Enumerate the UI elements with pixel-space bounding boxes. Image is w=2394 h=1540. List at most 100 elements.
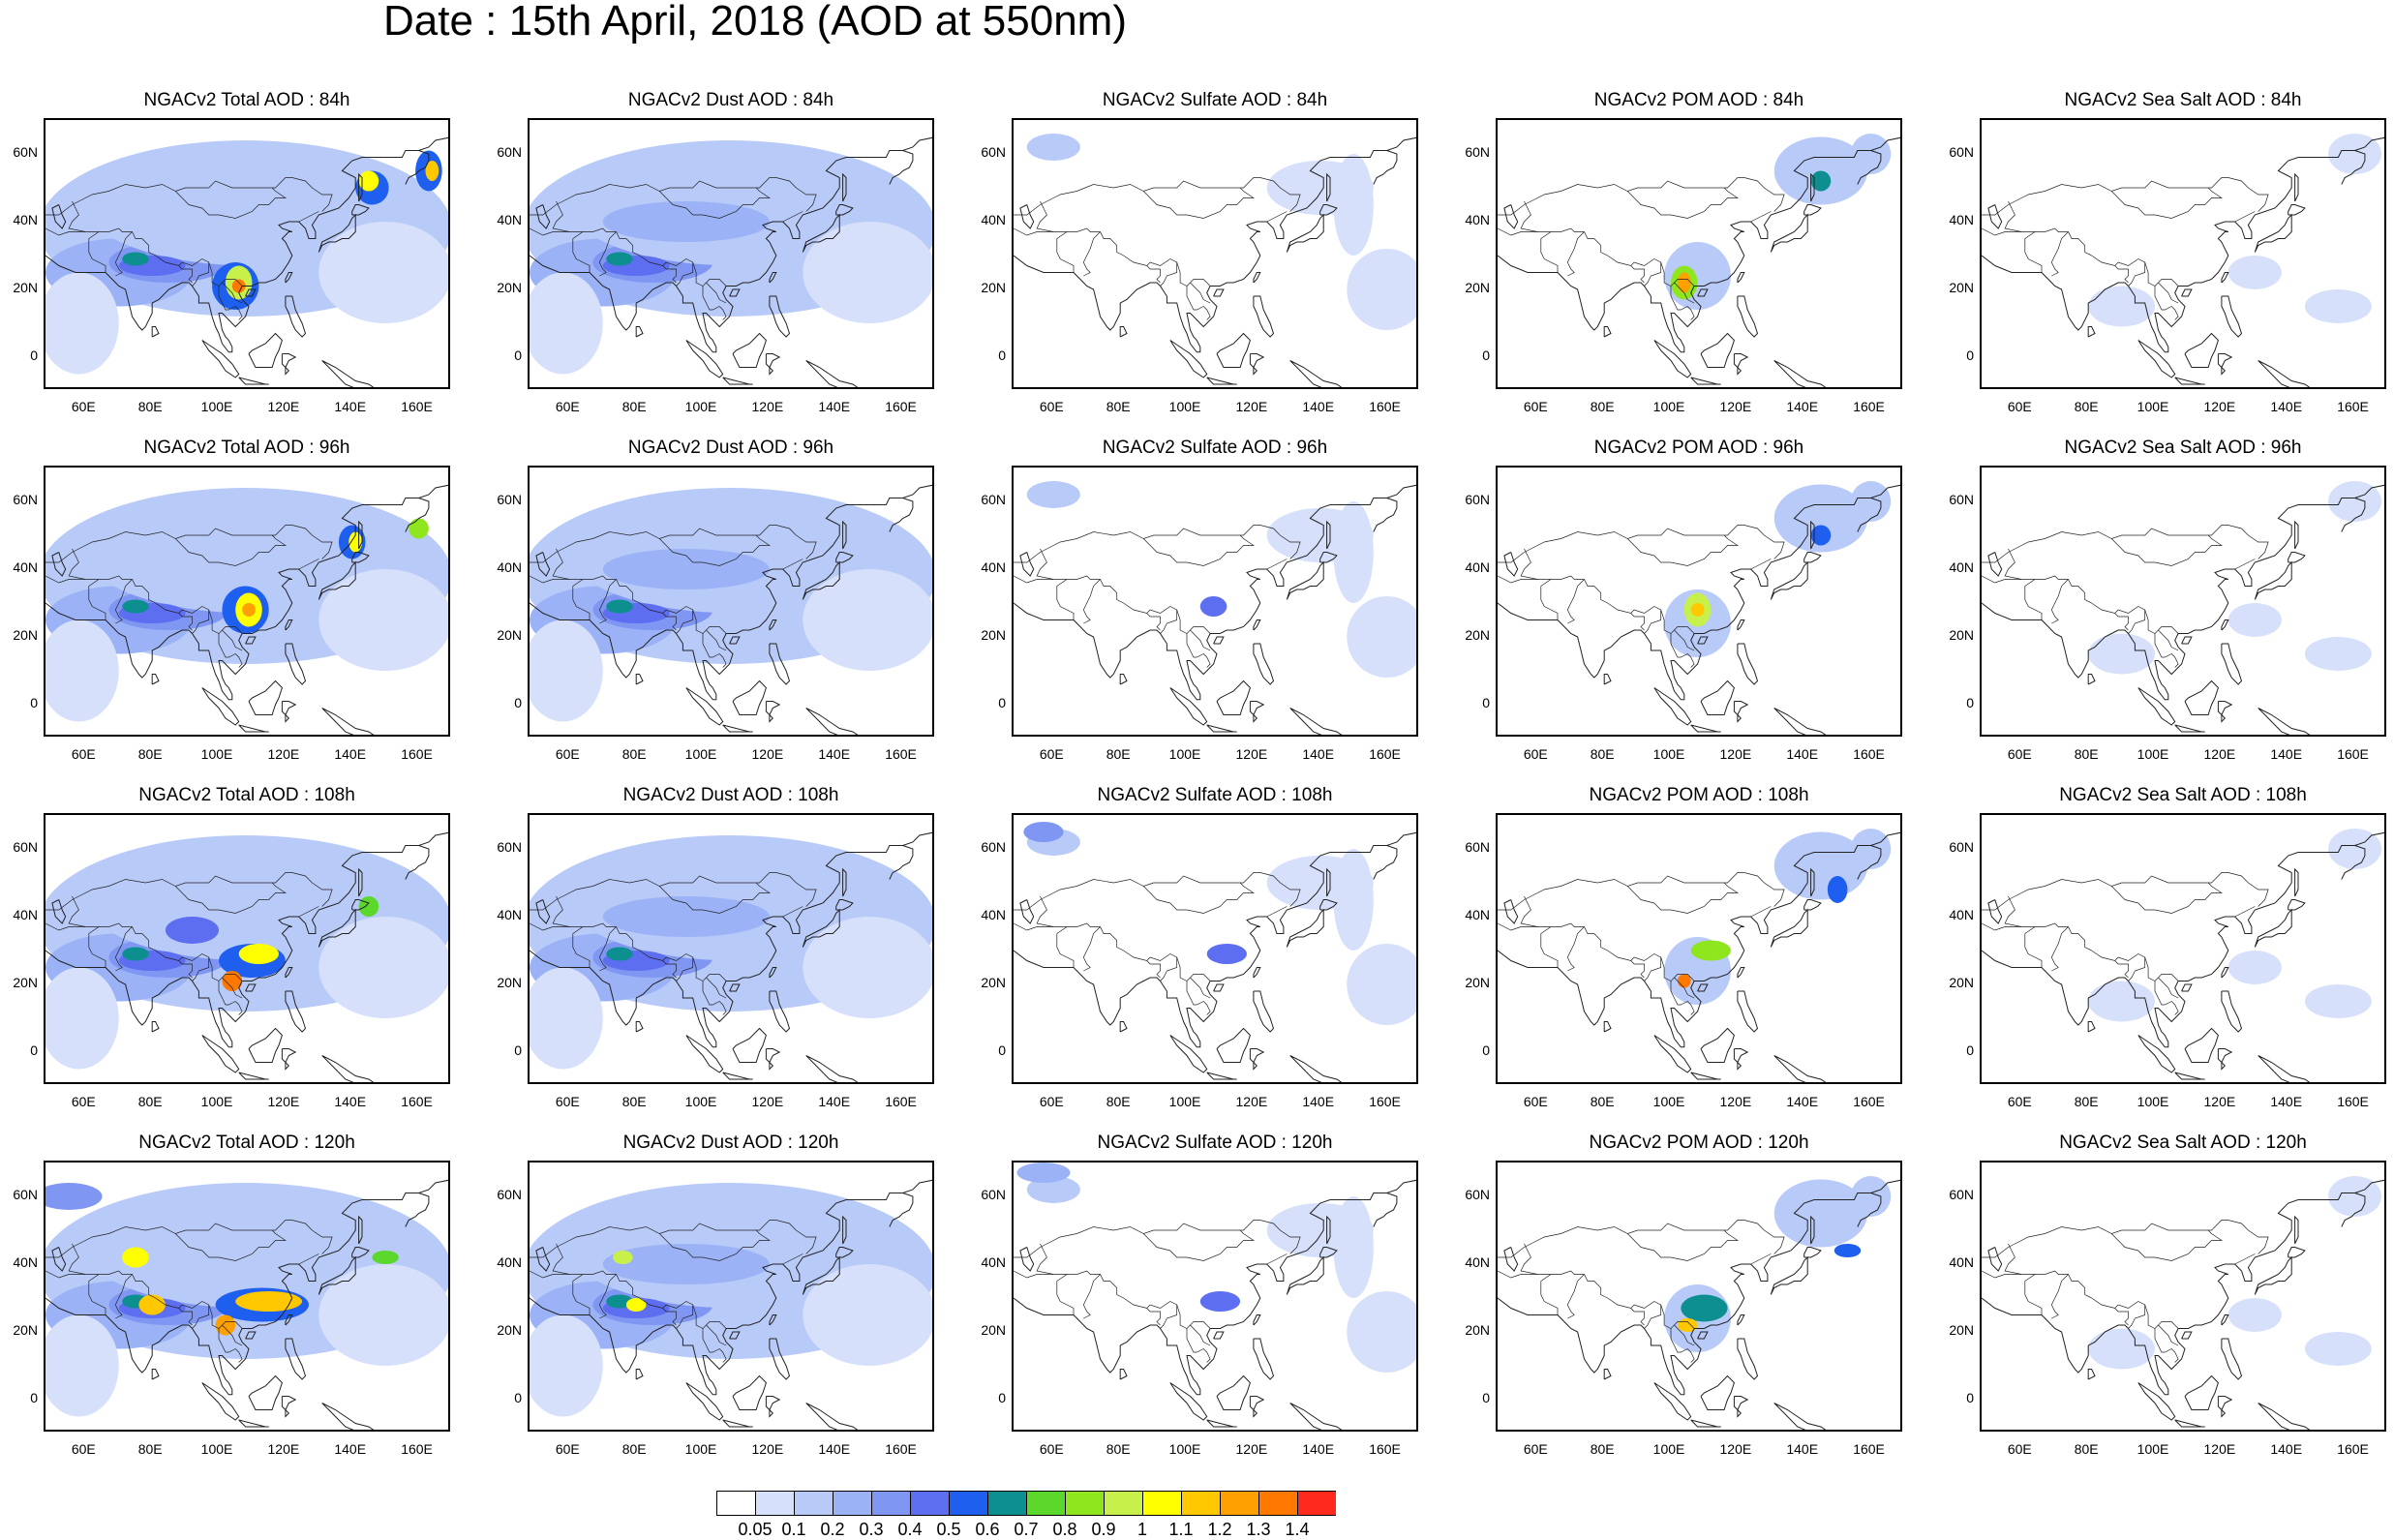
aod-field-blob <box>2088 1328 2156 1370</box>
aod-field-blob <box>122 252 149 266</box>
coastline <box>1697 288 1709 297</box>
coastline <box>835 552 854 563</box>
coastline <box>1982 484 2384 701</box>
country-border <box>298 1253 319 1265</box>
panel-title: NGACv2 Dust AOD : 84h <box>627 90 834 110</box>
country-border <box>1566 1274 1585 1319</box>
aod-map <box>1498 134 1900 387</box>
coastline <box>535 552 551 577</box>
coastline <box>405 150 430 185</box>
aod-field-blob <box>1026 134 1080 161</box>
country-border <box>782 906 803 918</box>
aod-field-blob <box>2227 951 2282 984</box>
lon-label: 160E <box>401 1094 433 1109</box>
country-border <box>2154 981 2179 1015</box>
lon-label: 80E <box>1106 1441 1131 1457</box>
coastline <box>535 1247 551 1272</box>
coastline <box>1373 498 1398 532</box>
aod-field-blob <box>530 619 603 722</box>
country-border <box>192 610 210 634</box>
coastline <box>1503 899 1519 924</box>
coastline <box>51 899 67 924</box>
map-panel-dust-84h: NGACv2 Dust AOD : 84h 60N 40N 20N 0 60E 80E 100… <box>497 91 934 447</box>
aod-field-blob <box>2304 637 2372 671</box>
lon-label: 160E <box>1853 1441 1885 1457</box>
coastline <box>1289 1403 1343 1430</box>
aod-map <box>1498 481 1900 735</box>
lat-label: 0 <box>1966 695 1974 710</box>
coastline <box>722 1072 753 1080</box>
lon-label: 160E <box>1369 1094 1401 1109</box>
coastline <box>321 1055 375 1082</box>
lon-label: 60E <box>555 399 580 414</box>
country-border <box>1186 1328 1211 1363</box>
coastline <box>1014 136 1416 353</box>
country-border <box>178 1308 193 1326</box>
lat-label: 0 <box>30 695 38 710</box>
lon-label: 100E <box>1652 746 1685 762</box>
coastline <box>842 172 847 202</box>
aod-field-blob <box>613 1251 633 1264</box>
aod-field-blob <box>2088 286 2156 327</box>
lon-label: 140E <box>334 1094 367 1109</box>
lon-label: 160E <box>1853 746 1885 762</box>
coastline <box>889 1193 914 1227</box>
coastline <box>1690 377 1721 385</box>
map-frame <box>1496 118 1902 389</box>
map-panel-total-96h: NGACv2 Total AOD : 96h 60N 40N 20N 0 60E 80E 10… <box>13 438 450 795</box>
coastline <box>2184 332 2219 368</box>
aod-field-blob <box>2304 984 2372 1018</box>
country-border <box>2114 265 2129 284</box>
map-panel-dust-108h: NGACv2 Dust AOD : 108h 60N 40N 20N 0 60E 80E 10… <box>497 786 934 1142</box>
aod-map <box>1498 1176 1900 1430</box>
panel-title: NGACv2 Total AOD : 120h <box>138 1132 355 1153</box>
map-frame <box>1012 466 1418 737</box>
coastline <box>405 498 430 532</box>
country-border <box>1630 960 1645 979</box>
country-border <box>1520 200 1552 232</box>
country-border <box>2128 262 2146 287</box>
country-border <box>530 1220 817 1258</box>
lon-label: 80E <box>2074 746 2099 762</box>
coastline <box>2221 1338 2243 1380</box>
coastline <box>2174 724 2205 733</box>
country-border <box>1674 629 1695 651</box>
country-border <box>298 906 319 918</box>
aod-field-blob <box>1681 1294 1728 1322</box>
aod-field-blob <box>231 279 246 293</box>
country-border <box>298 211 319 223</box>
country-border <box>2158 1324 2179 1346</box>
aod-field-blob <box>1333 1196 1374 1298</box>
aod-map <box>1982 829 2384 1082</box>
lon-label: 160E <box>1369 399 1401 414</box>
coastline <box>405 845 430 880</box>
map-frame <box>44 118 450 389</box>
lon-label: 100E <box>2136 746 2169 762</box>
map-panel-sulfate-96h: NGACv2 Sulfate AOD : 96h 60N 40N 20N 0 60E 80E… <box>981 438 1418 795</box>
coastline <box>2341 845 2366 880</box>
coastline <box>2221 990 2243 1033</box>
coastline <box>1803 1247 1822 1258</box>
coastline <box>729 1331 741 1340</box>
coastline <box>1737 643 1759 685</box>
lon-label: 160E <box>401 746 433 762</box>
coastline <box>2288 1247 2306 1258</box>
lon-label: 100E <box>1168 1094 1201 1109</box>
country-border <box>1160 1305 1178 1329</box>
country-border <box>530 177 817 216</box>
country-border <box>1750 211 1772 223</box>
coastline <box>1700 679 1735 715</box>
country-border <box>1146 1308 1161 1326</box>
map-frame <box>44 1161 450 1432</box>
map-panel-pom-108h: NGACv2 POM AOD : 108h 60N 40N 20N 0 60E 80E 100… <box>1465 786 1902 1142</box>
aod-field-blob <box>1016 1163 1071 1183</box>
lat-label: 0 <box>30 1390 38 1405</box>
map-panel-seasalt-84h: NGACv2 Sea Salt AOD : 84h 60N 40N 20N 0 60E 80… <box>1949 91 2386 447</box>
coastline <box>842 1215 847 1245</box>
coastline <box>2221 295 2243 338</box>
lat-label: 20N <box>13 975 38 990</box>
coastline <box>285 967 293 979</box>
country-border <box>2111 534 2224 566</box>
coastline <box>1216 1027 1251 1063</box>
coastline <box>1737 295 1759 338</box>
